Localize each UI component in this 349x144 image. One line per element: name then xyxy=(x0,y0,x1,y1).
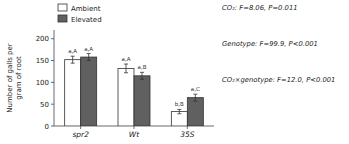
stats-text: CO₂: F=8.06, P=0.011 xyxy=(222,4,298,12)
error-cap xyxy=(124,64,128,65)
error-bar xyxy=(177,109,181,113)
error-cap xyxy=(140,72,144,73)
error-cap xyxy=(124,72,128,73)
error-cap xyxy=(87,53,91,54)
y-tick xyxy=(51,38,54,39)
bar-annotation: a,A xyxy=(84,46,93,52)
error-cap xyxy=(140,79,144,80)
y-tick-label: 100 xyxy=(36,79,49,87)
legend: Ambient Elevated xyxy=(58,4,102,24)
y-tick-label: 150 xyxy=(36,57,49,65)
error-line xyxy=(88,54,89,61)
x-tick xyxy=(187,126,188,129)
legend-label: Elevated xyxy=(71,16,102,24)
error-cap xyxy=(193,94,197,95)
x-tick-label: 35S xyxy=(180,130,195,139)
error-line xyxy=(126,64,127,73)
error-line xyxy=(72,56,73,63)
error-bar xyxy=(140,72,144,79)
bar xyxy=(65,60,81,126)
error-bar xyxy=(87,54,91,61)
legend-swatch xyxy=(58,4,67,11)
error-cap xyxy=(177,113,181,114)
legend-swatch xyxy=(58,15,67,22)
y-tick xyxy=(51,126,54,127)
bar xyxy=(187,98,203,126)
y-tick-label: 0 xyxy=(45,123,49,131)
error-line xyxy=(179,109,180,113)
stats-text: Genotype: F=99.9, P<0.001 xyxy=(222,40,318,48)
error-cap xyxy=(177,109,181,110)
error-bar xyxy=(71,56,75,63)
x-tick xyxy=(80,126,81,129)
y-tick xyxy=(51,104,54,105)
error-line xyxy=(142,72,143,79)
chart: 0 50 100 150 200 Number of galls pergram of r… xyxy=(0,0,349,144)
error-cap xyxy=(71,63,75,64)
y-axis-label: Number of galls pergram of root xyxy=(6,43,23,113)
legend-label: Ambient xyxy=(71,5,101,13)
error-cap xyxy=(71,56,75,57)
stats-text: CO₂×genotype: F=12.0, P<0.001 xyxy=(222,76,335,84)
bar-annotation: a,A xyxy=(68,48,77,54)
error-cap xyxy=(87,60,91,61)
bar xyxy=(118,68,134,126)
bar-annotation: a,B xyxy=(138,64,147,70)
bar xyxy=(81,57,97,126)
x-tick-label: Wt xyxy=(129,130,140,139)
error-bar xyxy=(193,94,197,101)
error-line xyxy=(195,94,196,101)
bar-annotation: a,C xyxy=(191,86,200,92)
bar-annotation: a,A xyxy=(122,56,131,62)
error-cap xyxy=(193,101,197,102)
x-tick-label: spr2 xyxy=(72,130,89,139)
bar-annotations: a,A a,A b,B a,A a,B a,C xyxy=(68,46,200,108)
y-tick xyxy=(51,60,54,61)
y-tick xyxy=(51,82,54,83)
bars xyxy=(65,54,204,126)
y-tick-label: 50 xyxy=(40,101,49,109)
y-axis xyxy=(54,30,55,126)
x-tick xyxy=(134,126,135,129)
error-bar xyxy=(124,64,128,73)
y-tick-label: 200 xyxy=(36,35,49,43)
bar xyxy=(134,76,150,126)
bar-annotation: b,B xyxy=(175,101,184,107)
bar xyxy=(171,112,187,126)
